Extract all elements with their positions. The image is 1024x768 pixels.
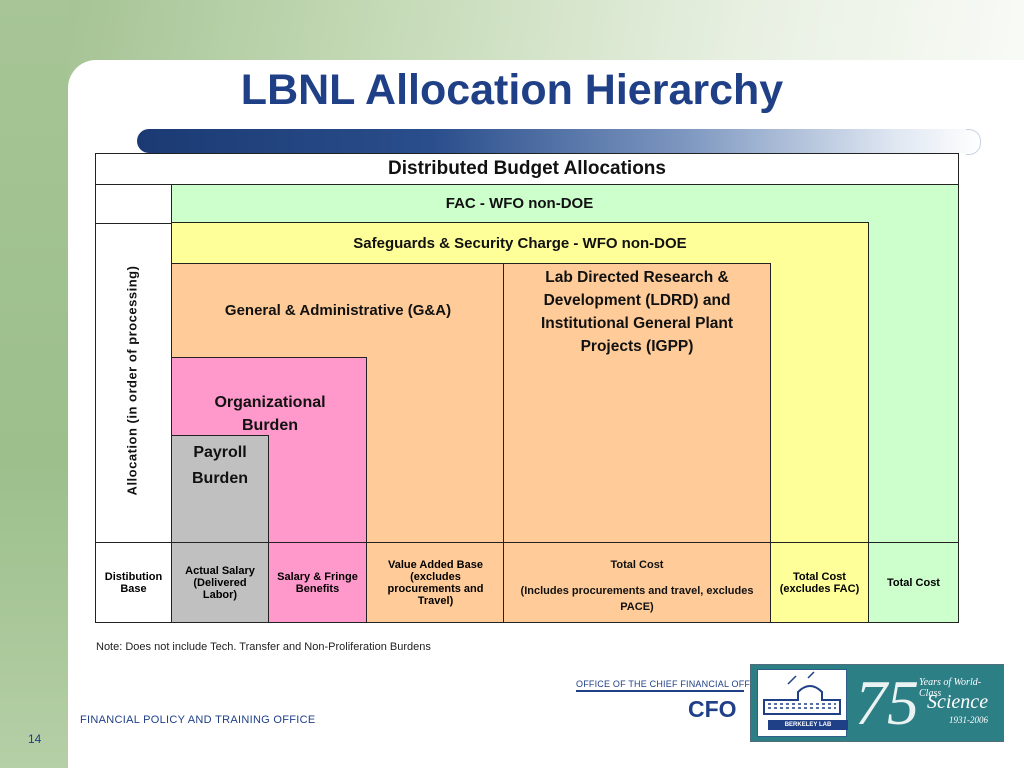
slide-title: LBNL Allocation Hierarchy bbox=[240, 66, 784, 114]
cfo-logo: CFO bbox=[688, 696, 737, 722]
base-value-added: Value Added Base (excludes procurements … bbox=[387, 558, 484, 607]
diagram-header-text: Distributed Budget Allocations bbox=[388, 158, 666, 179]
footer-office: FINANCIAL POLICY AND TRAINING OFFICE bbox=[80, 714, 316, 726]
left-sidebar-band bbox=[0, 0, 68, 768]
anniversary-logo: BERKELEY LAB 75 Years of World-Class Sci… bbox=[750, 664, 1004, 742]
berkeley-lab-building-icon: BERKELEY LAB bbox=[757, 669, 848, 737]
base-total-cost-excl-fac: Total Cost (excludes FAC) bbox=[779, 570, 860, 595]
ldrd-label: Lab Directed Research & Development (LDR… bbox=[540, 269, 734, 355]
base-salary-fringe-cell: Salary & Fringe Benefits bbox=[268, 542, 367, 623]
base-total-cost-main-cell bbox=[503, 542, 771, 623]
page-number: 14 bbox=[28, 732, 42, 746]
cfo-office-label: OFFICE OF THE CHIEF FINANCIAL OFFICER bbox=[576, 679, 773, 689]
base-value-added-cell: Value Added Base (excludes procurements … bbox=[366, 542, 505, 623]
base-total-cost: Total Cost bbox=[887, 576, 940, 589]
base-actual-salary: Actual Salary (Delivered Labor) bbox=[185, 564, 255, 601]
logo-line3: 1931-2006 bbox=[949, 715, 988, 725]
ga-label: General & Administrative (G&A) bbox=[224, 302, 452, 319]
logo-line1: Years of World-Class bbox=[919, 677, 982, 699]
base-total-cost-excl-fac-cell: Total Cost (excludes FAC) bbox=[770, 542, 869, 623]
cfo-divider bbox=[576, 690, 744, 692]
title-underline-bar bbox=[137, 129, 980, 153]
base-total-cost-sub: (Includes procurements and travel, exclu… bbox=[520, 585, 754, 613]
base-total-cost-cell: Total Cost bbox=[868, 542, 959, 623]
axis-column bbox=[95, 223, 172, 543]
base-total-cost-main: Total Cost bbox=[610, 559, 664, 571]
fac-label: FAC - WFO non-DOE bbox=[445, 195, 594, 212]
base-label-cell: Distibution Base bbox=[95, 542, 172, 623]
org-burden-label: Organizational Burden bbox=[214, 394, 326, 434]
base-salary-fringe: Salary & Fringe Benefits bbox=[277, 570, 358, 595]
payroll-burden-label: Payroll Burden bbox=[192, 444, 248, 487]
logo-number: 75 bbox=[855, 667, 919, 738]
logo-line2: Science bbox=[927, 691, 989, 713]
blank-cell bbox=[95, 184, 172, 224]
logo-lab-name: BERKELEY LAB bbox=[768, 720, 848, 730]
axis-label: Allocation (in order of processing) bbox=[124, 265, 140, 496]
footnote: Note: Does not include Tech. Transfer an… bbox=[96, 641, 431, 653]
base-label: Distibution Base bbox=[104, 570, 163, 595]
safeguards-label: Safeguards & Security Charge - WFO non-D… bbox=[353, 235, 687, 252]
base-actual-salary-cell: Actual Salary (Delivered Labor) bbox=[171, 542, 269, 623]
diagram-header: Distributed Budget Allocations bbox=[95, 153, 959, 185]
